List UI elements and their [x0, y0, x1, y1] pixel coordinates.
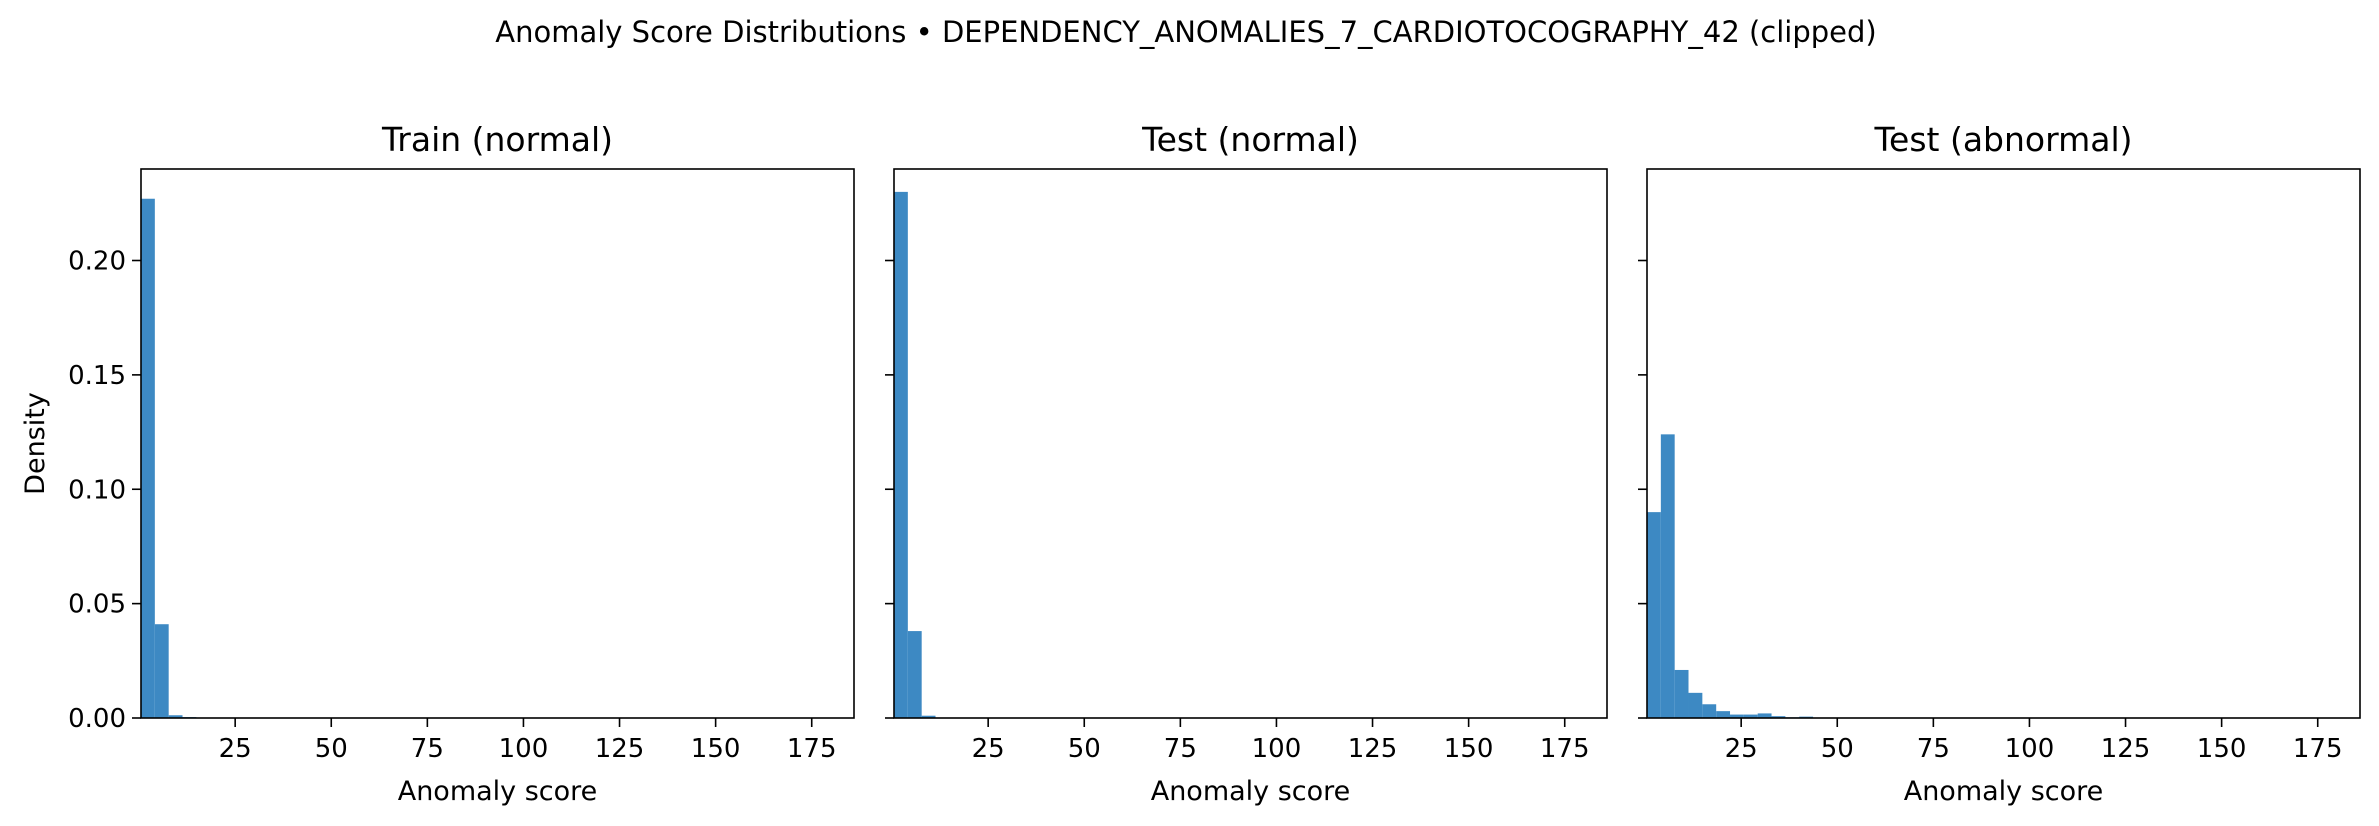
histogram-bar	[168, 715, 183, 718]
x-tick-label: 100	[1252, 734, 1302, 764]
x-tick-label: 50	[1068, 734, 1101, 764]
histogram-bar	[1647, 512, 1661, 719]
histogram-bar	[1716, 711, 1731, 718]
y-tick-label: 0.15	[68, 361, 126, 391]
x-axis-label: Anomaly score	[398, 776, 598, 807]
panel-2: 25 50 75 100 125 150 175 Test (normal) Anomaly s…	[885, 120, 1608, 807]
x-axis-label: Anomaly score	[1904, 776, 2104, 807]
y-tick-label: 0.00	[68, 704, 126, 734]
x-tick-label: 25	[1725, 734, 1758, 764]
histogram-bar	[894, 191, 908, 719]
histogram-bars	[141, 198, 197, 719]
x-tick-label: 150	[1444, 734, 1494, 764]
panel-3: 25 50 75 100 125 150 175 Test (abnormal) Anomaly…	[1638, 120, 2361, 807]
histogram-bars	[894, 191, 936, 719]
figure-title: Anomaly Score Distributions • DEPENDENCY…	[495, 15, 1877, 49]
x-tick-label: 125	[1348, 734, 1398, 764]
panels: 25 50 75 100 125 150 175 0.00 0.05 0.10 0.15 0.20 Tr…	[20, 120, 2361, 807]
histogram-bar	[154, 624, 169, 718]
panel-title: Train (normal)	[381, 120, 613, 159]
panel-1: 25 50 75 100 125 150 175 0.00 0.05 0.10 0.15 0.20 Tr…	[20, 120, 855, 807]
panel-title: Test (abnormal)	[1873, 120, 2132, 159]
histogram-bar	[1674, 669, 1689, 718]
axes-frame	[1646, 168, 2361, 719]
x-tick-label: 75	[411, 734, 444, 764]
histogram-bar	[1688, 692, 1703, 718]
histogram-bar	[907, 631, 922, 718]
x-tick-label: 50	[315, 734, 348, 764]
histogram-bars	[1647, 434, 1827, 719]
x-tick-label: 25	[219, 734, 252, 764]
histogram-bar	[1660, 434, 1675, 718]
y-tick-label: 0.20	[68, 247, 126, 277]
x-tick-label: 50	[1821, 734, 1854, 764]
x-tick-label: 175	[787, 734, 837, 764]
axes-frame	[140, 168, 855, 719]
histogram-bar	[921, 715, 936, 718]
x-tick-label: 100	[2005, 734, 2055, 764]
x-tick-label: 75	[1164, 734, 1197, 764]
x-tick-label: 125	[595, 734, 645, 764]
y-tick-label: 0.05	[68, 590, 126, 620]
y-tick-label: 0.10	[68, 475, 126, 505]
x-tick-label: 175	[2293, 734, 2343, 764]
y-axis-label: Density	[20, 392, 51, 495]
histogram-bar	[1702, 704, 1717, 718]
x-tick-label: 100	[499, 734, 549, 764]
x-tick-label: 175	[1540, 734, 1590, 764]
x-tick-label: 150	[691, 734, 741, 764]
x-tick-label: 150	[2197, 734, 2247, 764]
panel-title: Test (normal)	[1141, 120, 1359, 159]
histogram-bar	[1743, 714, 1758, 718]
histogram-bar	[1771, 716, 1786, 718]
axes-frame	[893, 168, 1608, 719]
histogram-bar	[141, 198, 155, 719]
x-axis-label: Anomaly score	[1151, 776, 1351, 807]
x-tick-label: 75	[1917, 734, 1950, 764]
histogram-bar	[1757, 713, 1772, 718]
x-tick-label: 125	[2101, 734, 2151, 764]
histogram-bar	[1730, 714, 1744, 718]
x-tick-label: 25	[972, 734, 1005, 764]
